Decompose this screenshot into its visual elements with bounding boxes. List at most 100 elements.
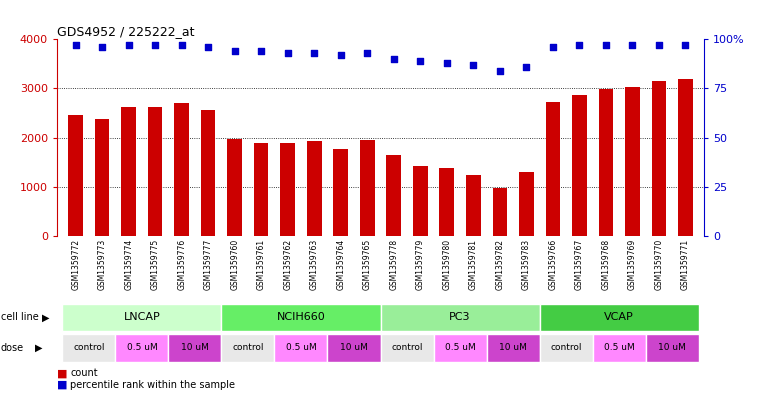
Text: ■: ■: [57, 368, 68, 378]
Text: GSM1359776: GSM1359776: [177, 239, 186, 290]
Bar: [519, 173, 533, 236]
Bar: [221, 304, 380, 331]
Point: [335, 52, 347, 58]
Text: GSM1359778: GSM1359778: [390, 239, 398, 290]
Bar: [466, 175, 481, 236]
Bar: [678, 79, 693, 236]
Text: 0.5 uM: 0.5 uM: [285, 343, 317, 352]
Text: NCIH660: NCIH660: [276, 312, 326, 322]
Text: GSM1359783: GSM1359783: [522, 239, 531, 290]
Text: control: control: [73, 343, 104, 352]
Bar: [62, 304, 221, 331]
Bar: [116, 334, 168, 362]
Text: GSM1359768: GSM1359768: [601, 239, 610, 290]
Bar: [380, 304, 540, 331]
Bar: [121, 107, 136, 236]
Text: GSM1359782: GSM1359782: [495, 239, 505, 290]
Bar: [333, 149, 348, 236]
Point: [176, 42, 188, 48]
Text: GSM1359774: GSM1359774: [124, 239, 133, 290]
Point: [414, 58, 426, 64]
Bar: [275, 334, 327, 362]
Bar: [599, 90, 613, 236]
Point: [69, 42, 81, 48]
Bar: [95, 119, 110, 236]
Bar: [174, 103, 189, 236]
Point: [653, 42, 665, 48]
Bar: [201, 110, 215, 236]
Bar: [62, 334, 116, 362]
Text: GSM1359771: GSM1359771: [681, 239, 690, 290]
Text: 10 uM: 10 uM: [340, 343, 368, 352]
Bar: [645, 334, 699, 362]
Text: GSM1359773: GSM1359773: [97, 239, 107, 290]
Text: PC3: PC3: [449, 312, 471, 322]
Text: cell line: cell line: [1, 312, 39, 322]
Text: 10 uM: 10 uM: [181, 343, 209, 352]
Text: ▶: ▶: [35, 343, 43, 353]
Text: control: control: [232, 343, 264, 352]
Bar: [593, 334, 645, 362]
Bar: [540, 304, 699, 331]
Point: [308, 50, 320, 56]
Text: ▶: ▶: [42, 312, 49, 322]
Bar: [572, 95, 587, 236]
Bar: [228, 139, 242, 236]
Text: GSM1359769: GSM1359769: [628, 239, 637, 290]
Point: [149, 42, 161, 48]
Bar: [380, 334, 434, 362]
Text: percentile rank within the sample: percentile rank within the sample: [70, 380, 235, 390]
Bar: [625, 87, 640, 236]
Text: GSM1359766: GSM1359766: [549, 239, 557, 290]
Text: GSM1359764: GSM1359764: [336, 239, 345, 290]
Bar: [540, 334, 593, 362]
Text: 0.5 uM: 0.5 uM: [126, 343, 158, 352]
Text: GSM1359781: GSM1359781: [469, 239, 478, 290]
Bar: [307, 141, 321, 236]
Text: GSM1359762: GSM1359762: [283, 239, 292, 290]
Bar: [651, 81, 666, 236]
Point: [441, 60, 453, 66]
Point: [521, 64, 533, 70]
Text: GSM1359779: GSM1359779: [416, 239, 425, 290]
Point: [202, 44, 215, 50]
Text: GSM1359770: GSM1359770: [654, 239, 664, 290]
Point: [680, 42, 692, 48]
Bar: [413, 165, 428, 236]
Text: 0.5 uM: 0.5 uM: [603, 343, 635, 352]
Text: ■: ■: [57, 380, 68, 390]
Point: [600, 42, 612, 48]
Text: GSM1359777: GSM1359777: [204, 239, 212, 290]
Text: GSM1359763: GSM1359763: [310, 239, 319, 290]
Point: [282, 50, 294, 56]
Text: 10 uM: 10 uM: [499, 343, 527, 352]
Text: 0.5 uM: 0.5 uM: [444, 343, 476, 352]
Text: GSM1359761: GSM1359761: [256, 239, 266, 290]
Text: GSM1359772: GSM1359772: [71, 239, 80, 290]
Bar: [327, 334, 380, 362]
Point: [361, 50, 374, 56]
Text: count: count: [70, 368, 97, 378]
Point: [387, 56, 400, 62]
Text: GSM1359765: GSM1359765: [363, 239, 371, 290]
Point: [467, 62, 479, 68]
Bar: [148, 107, 162, 236]
Bar: [360, 140, 374, 236]
Bar: [546, 102, 560, 236]
Text: GSM1359775: GSM1359775: [151, 239, 160, 290]
Text: GDS4952 / 225222_at: GDS4952 / 225222_at: [57, 25, 195, 38]
Point: [546, 44, 559, 50]
Text: control: control: [391, 343, 423, 352]
Bar: [221, 334, 275, 362]
Text: VCAP: VCAP: [604, 312, 634, 322]
Point: [573, 42, 585, 48]
Bar: [68, 116, 83, 236]
Bar: [387, 155, 401, 236]
Point: [626, 42, 638, 48]
Text: LNCAP: LNCAP: [123, 312, 161, 322]
Point: [123, 42, 135, 48]
Text: GSM1359760: GSM1359760: [230, 239, 239, 290]
Bar: [280, 143, 295, 236]
Point: [255, 48, 267, 54]
Bar: [440, 169, 454, 236]
